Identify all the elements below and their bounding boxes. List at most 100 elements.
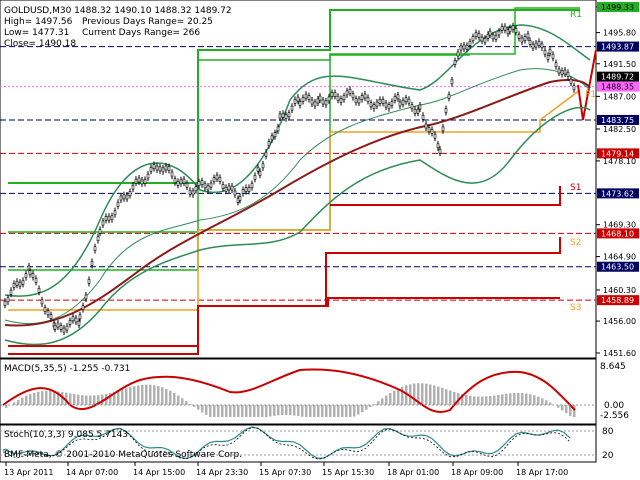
price-marker-label: 1463.50: [601, 263, 634, 272]
candle-body: [511, 25, 515, 30]
candle-body: [59, 325, 63, 330]
candle-body: [390, 101, 394, 106]
candle-body: [258, 170, 262, 176]
macd-histogram-bar: [233, 405, 236, 417]
stoch-series-layer: [0, 426, 596, 460]
candle-body: [430, 129, 434, 134]
candle-body: [354, 98, 358, 103]
macd-tick-high: 8.645: [600, 362, 626, 372]
candle-body: [71, 316, 75, 322]
candle-body: [233, 190, 237, 196]
candle-body: [366, 97, 370, 102]
time-tick-label: 13 Apr 2011: [4, 468, 53, 477]
candle-body: [65, 325, 69, 331]
macd-histogram-bar: [73, 394, 76, 405]
candle-body: [433, 133, 437, 139]
candle-body: [158, 166, 162, 172]
candle-body: [253, 175, 257, 180]
macd-histogram-bar: [473, 396, 476, 405]
candle-body: [68, 320, 72, 325]
macd-histogram-bar: [497, 394, 500, 405]
macd-histogram-bar: [549, 402, 552, 405]
candle-body: [336, 95, 340, 101]
candle-body: [28, 270, 32, 275]
candle-body: [342, 95, 346, 101]
macd-histogram-bar: [489, 395, 492, 405]
candle-body: [427, 127, 431, 133]
price-tick-label: 1495.80: [603, 29, 636, 38]
candle-body: [572, 85, 576, 91]
candle-body: [137, 177, 141, 183]
candle-body: [107, 215, 111, 221]
macd-histogram-bar: [45, 390, 48, 405]
low-line: Low= 1477.31: [4, 28, 69, 38]
candle-body: [438, 148, 442, 154]
price-marker-label: 1473.62: [601, 189, 634, 198]
red-s2-line: [8, 237, 561, 355]
candle-body: [215, 174, 219, 180]
macd-histogram-bar: [41, 391, 44, 405]
candle-body: [416, 108, 420, 114]
candle-body: [287, 112, 291, 118]
candle-body: [276, 126, 280, 132]
candle-body: [116, 201, 120, 207]
time-tick-label: 18 Apr 09:00: [451, 468, 503, 477]
price-axis[interactable]: 1499.33 1495.80 1491.50 1487.00 1482.50 1478.…: [596, 2, 639, 358]
candle-body: [31, 273, 35, 278]
price-tick-label: 1451.60: [603, 349, 636, 358]
candle-body: [569, 78, 573, 84]
macd-histogram-bar: [437, 386, 440, 405]
candle-body: [310, 99, 314, 105]
candle-body: [540, 43, 544, 49]
candle-body: [459, 45, 463, 51]
candle-body: [531, 43, 535, 49]
macd-histogram-bar: [477, 396, 480, 405]
candle-body: [56, 322, 60, 328]
candle-body: [93, 246, 97, 251]
candle-body: [170, 171, 174, 177]
candle-body: [566, 72, 570, 77]
stoch-main-line: [2, 426, 571, 460]
macd-histogram-bar: [309, 405, 312, 417]
macd-histogram-bar: [125, 388, 128, 405]
macd-histogram-bar: [329, 405, 332, 417]
price-marker-label: 1483.75: [601, 116, 634, 125]
candle-body: [324, 100, 328, 106]
candle-body: [164, 165, 168, 171]
macd-histogram-bar: [557, 405, 560, 408]
candle-body: [453, 60, 457, 65]
macd-histogram-bar: [405, 385, 408, 405]
candle-body: [313, 101, 317, 107]
candle-body: [15, 280, 19, 286]
candle-body: [49, 314, 53, 319]
price-tick-label: 1469.30: [603, 221, 636, 230]
price-tick-label: 1491.50: [603, 60, 636, 69]
candle-body: [528, 40, 532, 45]
candle-body: [270, 135, 274, 141]
candle-body: [185, 182, 189, 188]
macd-histogram-bar: [217, 405, 220, 417]
candle-body: [348, 88, 352, 94]
macd-histogram-bar: [77, 394, 80, 405]
price-marker-label: 1468.10: [601, 229, 634, 238]
macd-histogram-bar: [333, 405, 336, 417]
macd-histogram-bar: [189, 403, 192, 405]
price-marker-label: 1458.89: [601, 296, 634, 305]
moving-average: [4, 79, 591, 327]
candle-body: [77, 320, 81, 326]
macd-histogram-bar: [209, 405, 212, 417]
s3-label: S3: [570, 303, 581, 313]
candle-body: [327, 96, 331, 102]
macd-histogram-bar: [401, 386, 404, 405]
candle-body: [90, 261, 94, 266]
macd-histogram-bar: [241, 405, 244, 417]
macd-tick-zero: 0.00: [604, 401, 624, 411]
macd-histogram-bar: [121, 389, 124, 405]
price-marker-label: 1479.14: [601, 149, 634, 158]
candle-body: [40, 299, 44, 305]
candle-body: [378, 99, 382, 104]
candle-body: [517, 34, 521, 39]
time-axis[interactable]: 13 Apr 2011 14 Apr 07:00 14 Apr 15:00 14 Ap…: [4, 462, 568, 477]
price-series-layer: [3, 22, 576, 336]
